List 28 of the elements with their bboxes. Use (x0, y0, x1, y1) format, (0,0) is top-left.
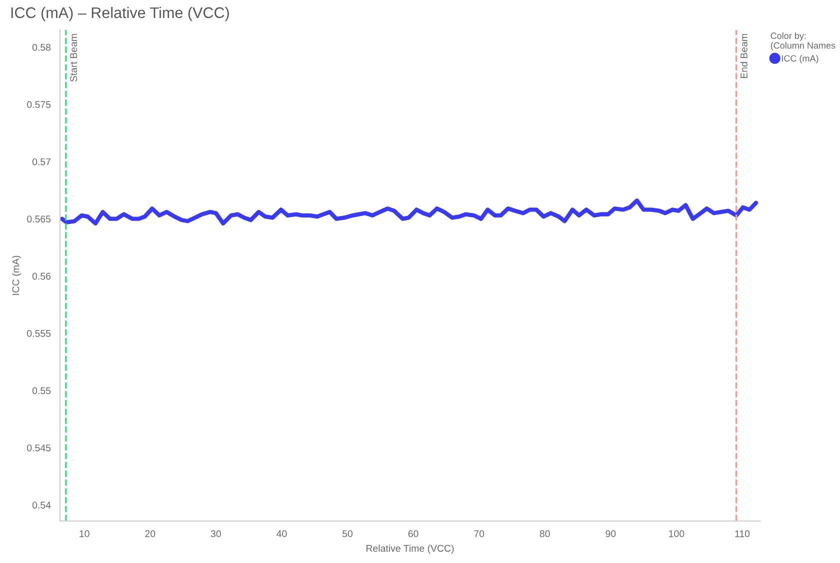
x-tick-label: 10 (80, 530, 90, 538)
y-tick-label: 0.56 (32, 272, 51, 280)
y-tick-label: 0.55 (32, 387, 51, 394)
x-axis-title: Relative Time (VCC) (366, 544, 454, 554)
ref-line-label: Start Beam (70, 34, 78, 82)
legend-title: Color by: (Column Names (770, 32, 836, 50)
x-tick-label: 60 (408, 530, 418, 538)
y-tick-label: 0.555 (27, 330, 51, 337)
y-axis-title: ICC (mA) (12, 256, 22, 295)
x-tick-label: 30 (210, 530, 221, 538)
x-tick-label: 80 (540, 530, 550, 538)
x-tick-label: 50 (342, 530, 353, 538)
x-tick-label: 40 (276, 530, 287, 538)
legend-label: ICC (mA) (782, 54, 818, 64)
x-tick-label: 110 (735, 530, 750, 538)
line-series (60, 198, 758, 226)
y-tick-label: 0.575 (27, 101, 51, 108)
y-tick-label: 0.57 (32, 158, 50, 166)
x-tick-label: 100 (669, 530, 684, 538)
ref-line-label: End Beam (740, 34, 748, 78)
y-tick-label: 0.58 (32, 44, 51, 51)
x-tick-label: 70 (474, 530, 484, 538)
x-tick-label: 90 (606, 530, 616, 538)
y-tick-label: 0.545 (27, 444, 51, 452)
y-tick-label: 0.54 (32, 502, 51, 509)
x-tick-label: 20 (145, 530, 156, 538)
y-tick-label: 0.565 (27, 216, 51, 222)
chart-title: ICC (mA) – Relative Time (VCC) (11, 6, 229, 22)
